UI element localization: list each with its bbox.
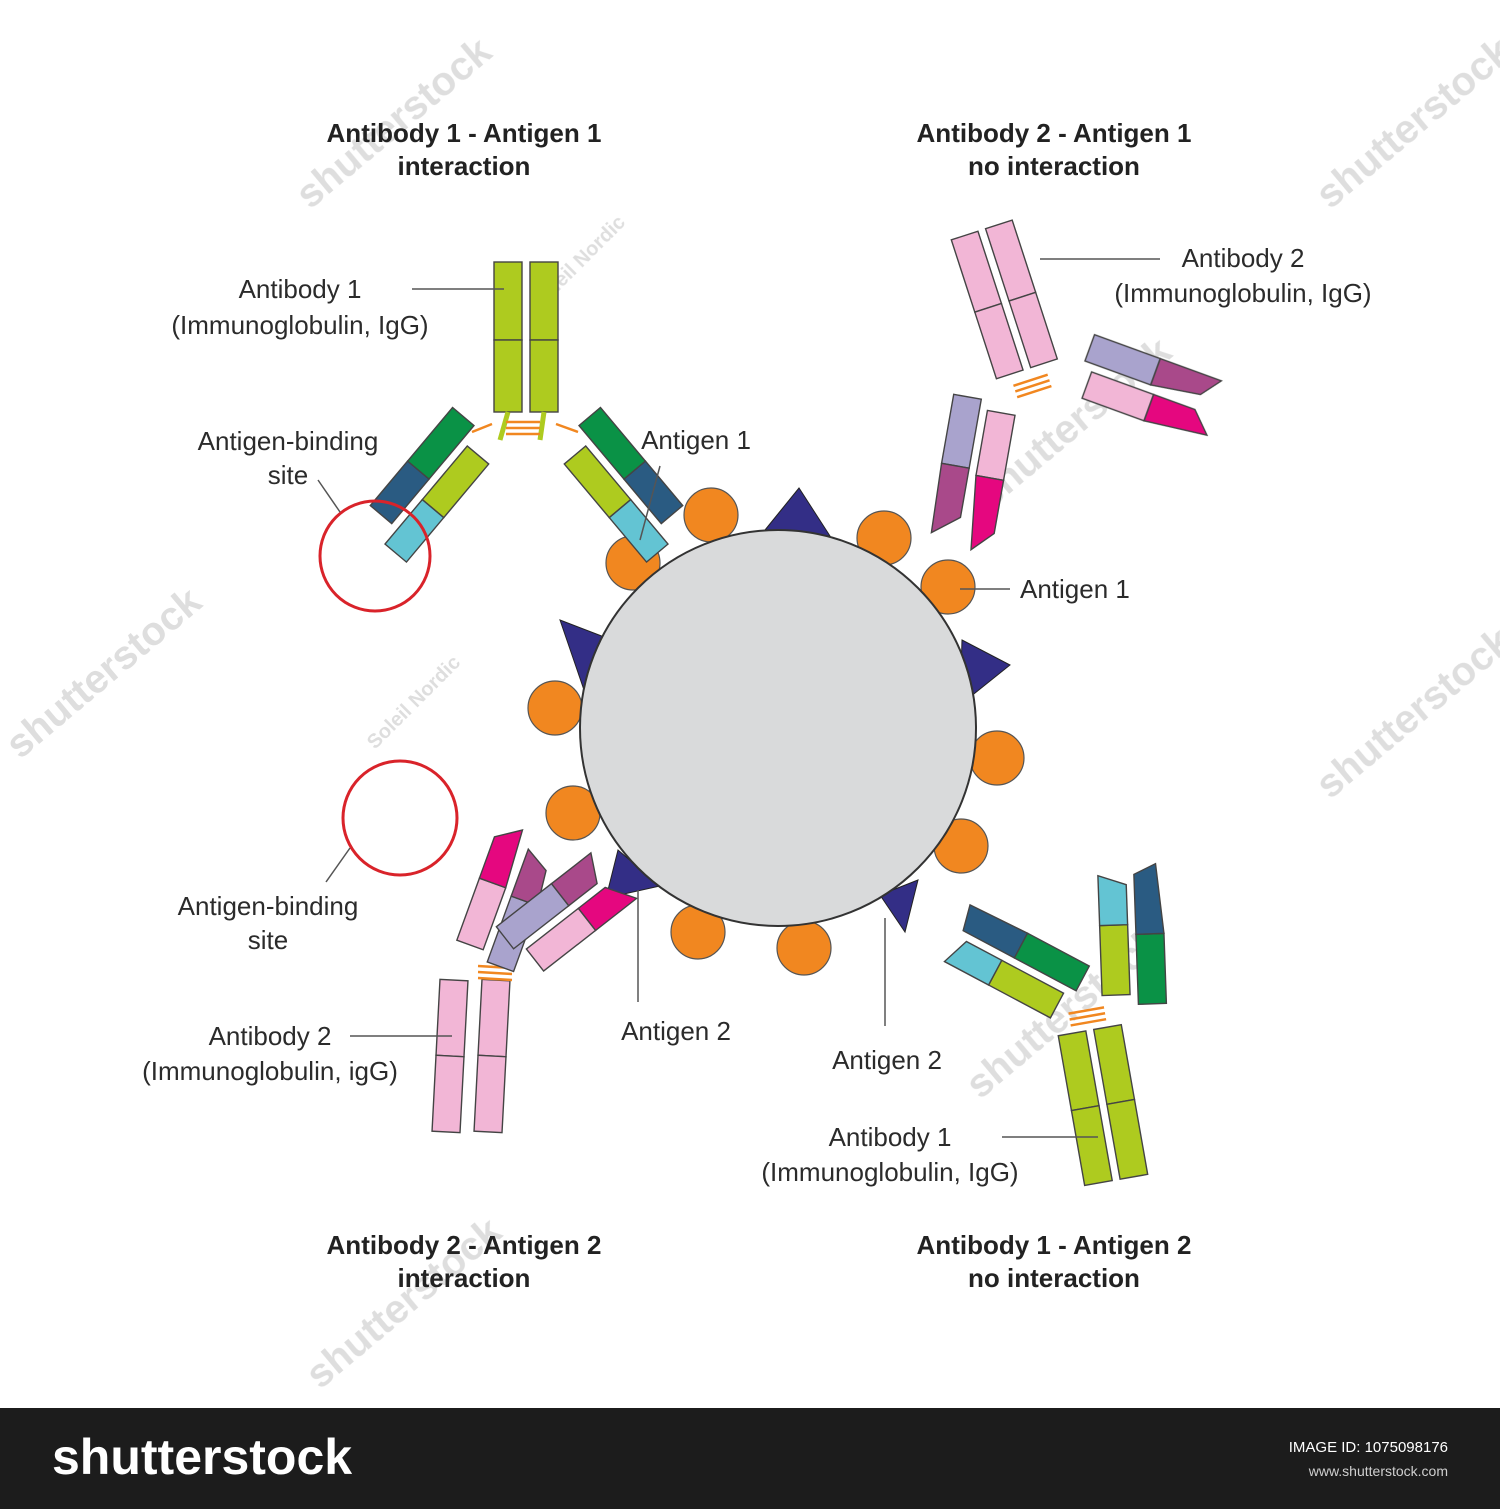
- antibody-2-bottom: [341, 759, 639, 1134]
- right-arm: [563, 406, 684, 564]
- watermark-text: shutterstock: [1308, 28, 1500, 216]
- hinge: [537, 411, 547, 441]
- right-arm: [495, 851, 639, 973]
- right-arm: [1097, 862, 1168, 1006]
- title-bottom-right-sub: no interaction: [968, 1263, 1140, 1293]
- heavy-chain-segment: [477, 978, 511, 1058]
- heavy-chain-segment: [473, 1054, 507, 1134]
- label-antigen2-right: Antigen 2: [832, 1045, 942, 1075]
- label-antibody2-bottom-sub: (Immunoglobulin, igG): [142, 1056, 398, 1086]
- antigen-2-triangle: [764, 487, 831, 537]
- left-arm: [930, 393, 1016, 552]
- heavy-chain-segment: [493, 339, 523, 413]
- binding-site-highlight: [318, 499, 432, 613]
- label-antigen2-left: Antigen 2: [621, 1016, 731, 1046]
- antibody-1-bottom: [943, 862, 1168, 1187]
- watermark-author: Soleil Nordic: [363, 652, 465, 754]
- title-top-right-sub: no interaction: [968, 151, 1140, 181]
- heavy-variable-segment: [608, 498, 669, 564]
- binding-site-highlight: [341, 759, 459, 877]
- disulfide-bonds: [471, 420, 579, 436]
- heavy-chain-segment: [529, 339, 559, 413]
- footer-url: www.shutterstock.com: [1308, 1463, 1448, 1479]
- antigen-1-circle: [920, 559, 976, 615]
- label-antibody1-bottom-sub: (Immunoglobulin, IgG): [761, 1157, 1018, 1187]
- watermark-text: shutterstock: [0, 578, 210, 766]
- watermark-text: shutterstock: [1308, 618, 1500, 806]
- light-variable-segment: [369, 460, 430, 525]
- antigen-1-circle: [776, 920, 832, 976]
- title-bottom-right: Antibody 1 - Antigen 2: [917, 1230, 1192, 1260]
- section-titles: Antibody 1 - Antigen 1 interaction Antib…: [327, 118, 1192, 1293]
- antigen-1-circle: [969, 730, 1025, 786]
- label-antibody1-bottom: Antibody 1: [829, 1122, 952, 1152]
- label-antibody2-top: Antibody 2: [1182, 243, 1305, 273]
- heavy-chain-segment: [973, 302, 1024, 380]
- leader-antigen1-top: [639, 465, 661, 541]
- label-antibody2-top-sub: (Immunoglobulin, IgG): [1114, 278, 1371, 308]
- antigen-1-markers: [527, 487, 1025, 976]
- antibody-2-top: [930, 219, 1223, 552]
- label-antibody1-top-sub: (Immunoglobulin, IgG): [171, 310, 428, 340]
- leader-lines: [317, 258, 1160, 1138]
- heavy-chain-segment: [529, 261, 559, 341]
- title-bottom-left-sub: interaction: [398, 1263, 531, 1293]
- footer-bar: shutterstock IMAGE ID: 1075098176 www.sh…: [0, 1408, 1500, 1509]
- antigen-1-circle: [527, 680, 583, 736]
- heavy-chain-segment: [435, 978, 469, 1058]
- label-binding-site-top-sub: site: [268, 460, 308, 490]
- antibody-1-top: [318, 261, 684, 613]
- antigen-2-markers: [559, 487, 1011, 934]
- left-arm: [943, 903, 1091, 1019]
- antigen-2-triangle: [879, 879, 919, 934]
- label-binding-site-bottom-sub: site: [248, 925, 288, 955]
- left-arm: [369, 406, 490, 564]
- label-antibody1-top: Antibody 1: [239, 274, 362, 304]
- hinge: [497, 411, 511, 441]
- title-bottom-left: Antibody 2 - Antigen 2: [327, 1230, 602, 1260]
- heavy-chain-segment: [493, 261, 523, 341]
- heavy-chain-segment: [1008, 291, 1059, 369]
- label-binding-site-top: Antigen-binding: [198, 426, 379, 456]
- right-arm: [1081, 333, 1223, 437]
- leader-binding-site-top: [317, 479, 341, 513]
- antigen-1-circle: [683, 487, 739, 543]
- label-antibody2-bottom: Antibody 2: [209, 1021, 332, 1051]
- bacterial-cell: [579, 529, 977, 927]
- title-top-left: Antibody 1 - Antigen 1: [327, 118, 602, 148]
- label-binding-site-bottom: Antigen-binding: [178, 891, 359, 921]
- disulfide-bonds: [1068, 1006, 1107, 1027]
- footer-logo: shutterstock: [52, 1429, 352, 1485]
- heavy-chain-segment: [431, 1054, 465, 1134]
- footer-background: [0, 1408, 1500, 1509]
- footer-image-id: IMAGE ID: 1075098176: [1289, 1439, 1448, 1456]
- label-antigen1-right: Antigen 1: [1020, 574, 1130, 604]
- title-top-right: Antibody 2 - Antigen 1: [917, 118, 1192, 148]
- label-antigen1-top: Antigen 1: [641, 425, 751, 455]
- heavy-variable-segment: [384, 498, 445, 564]
- leader-binding-site-bottom: [325, 847, 351, 883]
- disulfide-bonds: [1013, 373, 1052, 399]
- diagram-labels: Antibody 1 (Immunoglobulin, IgG) Antigen…: [142, 243, 1372, 1187]
- title-top-left-sub: interaction: [398, 151, 531, 181]
